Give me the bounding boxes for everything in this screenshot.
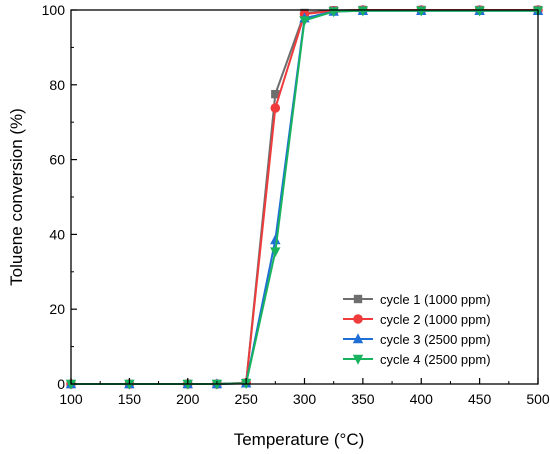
series-1 [66, 5, 543, 389]
legend-entry[interactable]: cycle 1 (1000 ppm) [343, 292, 491, 307]
data-point [416, 6, 427, 17]
x-tick-label: 100 [59, 391, 83, 407]
data-point [474, 6, 485, 17]
series-line [71, 9, 538, 385]
y-tick-label: 0 [57, 376, 65, 392]
data-point [270, 247, 281, 258]
x-tick-label: 400 [410, 391, 434, 407]
x-tick-label: 250 [234, 391, 258, 407]
legend-label: cycle 4 (2500 ppm) [380, 352, 491, 367]
legend-entry[interactable]: cycle 3 (2500 ppm) [343, 332, 491, 347]
data-point [270, 234, 281, 245]
series-line [71, 9, 538, 385]
y-tick-label: 20 [49, 301, 65, 317]
x-tick-label: 300 [293, 391, 317, 407]
data-point [124, 379, 135, 390]
legend-label: cycle 3 (2500 ppm) [380, 332, 491, 347]
axis-tick-labels: 100 150 200 250 300 350 400 450 500 0 20 40 60 80 100 [42, 2, 550, 407]
y-tick-label: 100 [42, 2, 66, 18]
data-point [299, 16, 310, 27]
data-point [270, 103, 281, 113]
legend-marker [352, 333, 364, 344]
data-point [65, 379, 77, 390]
plot-frame [70, 9, 539, 385]
x-tick-label: 500 [526, 391, 550, 407]
legend-entry[interactable]: cycle 4 (2500 ppm) [343, 352, 491, 367]
legend-entry[interactable]: cycle 2 (1000 ppm) [343, 312, 491, 327]
y-tick-label: 60 [49, 152, 65, 168]
series-line [71, 9, 538, 385]
x-tick-label: 450 [468, 391, 492, 407]
data-point [211, 379, 223, 390]
x-tick-label: 200 [176, 391, 200, 407]
legend-label: cycle 2 (1000 ppm) [380, 312, 491, 327]
data-point [182, 379, 193, 390]
data-point [357, 6, 369, 17]
y-axis-label: Toluene conversion (%) [7, 108, 26, 286]
legend-label: cycle 1 (1000 ppm) [380, 292, 491, 307]
x-tick-label: 150 [118, 391, 142, 407]
legend-marker [352, 354, 364, 365]
legend-marker [353, 314, 363, 324]
data-point [271, 89, 280, 99]
legend[interactable]: cycle 1 (1000 ppm) cycle 2 (1000 ppm) cycl… [343, 292, 491, 367]
y-tick-label: 80 [49, 77, 65, 93]
y-tick-label: 40 [49, 226, 65, 242]
series-3 [65, 5, 544, 389]
x-tick-label: 350 [351, 391, 375, 407]
axis-ticks [70, 9, 539, 385]
legend-marker [353, 294, 363, 304]
series-line [71, 9, 538, 385]
x-axis-label: Temperature (°C) [234, 430, 365, 449]
